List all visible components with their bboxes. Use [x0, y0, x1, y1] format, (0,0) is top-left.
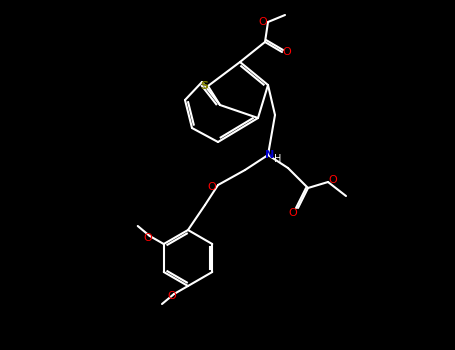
Text: O: O — [207, 182, 217, 192]
Text: O: O — [329, 175, 337, 185]
Text: O: O — [143, 233, 152, 243]
Text: H: H — [274, 154, 282, 164]
Text: O: O — [288, 208, 298, 218]
Text: O: O — [283, 47, 291, 57]
Text: N: N — [265, 150, 275, 160]
Text: S: S — [200, 81, 208, 91]
Text: O: O — [258, 17, 268, 27]
Text: O: O — [167, 291, 177, 301]
